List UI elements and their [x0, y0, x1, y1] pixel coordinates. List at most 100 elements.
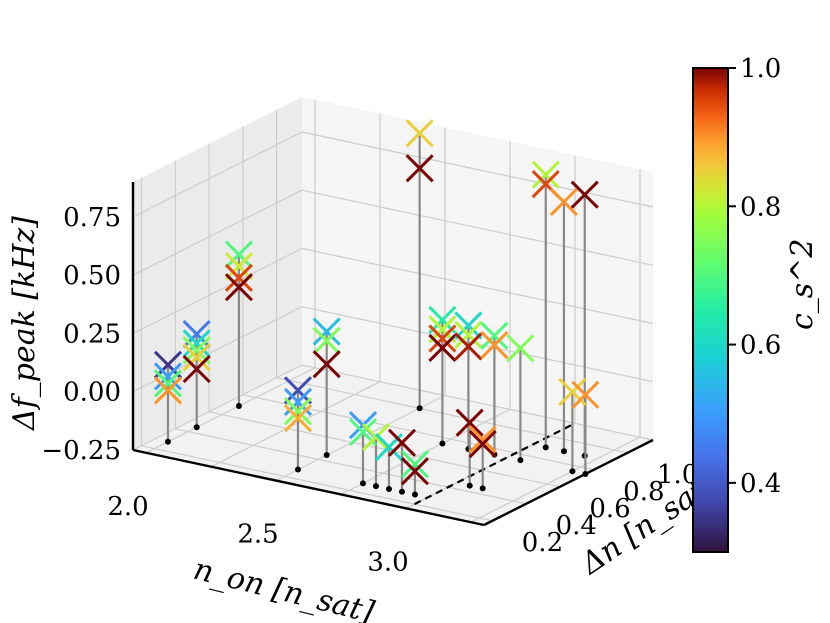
y-tick-label: 0.2: [522, 528, 563, 558]
stem-base-dot: [479, 485, 486, 492]
y-axis-line: [483, 438, 654, 527]
stem-base-dot: [517, 457, 524, 464]
colorbar-tick-label: 1.0: [740, 54, 781, 84]
data-point-marker: [428, 324, 457, 353]
data-point-marker: [387, 428, 417, 457]
data-point-marker: [283, 404, 313, 433]
data-point-marker: [531, 160, 560, 189]
grid-floor-x: [210, 381, 381, 468]
grid-floor-y: [141, 445, 493, 522]
data-point-marker: [283, 376, 313, 405]
grid-left-z: [132, 131, 303, 218]
data-point-marker: [454, 320, 483, 349]
data-point-marker: [312, 350, 341, 379]
data-point-marker: [361, 423, 391, 452]
x-tick-label: 3.0: [367, 547, 408, 577]
tick-labels: 2.0 2.5 3.0 0.20.40.60.81.0 −0.25 0.00 0.25 0.5…: [41, 203, 698, 577]
data-point-marker: [571, 380, 600, 409]
grid-floor-y: [276, 377, 628, 454]
stem-base-dot: [235, 403, 242, 410]
z-tick-label: −0.25: [41, 436, 121, 466]
grid-left-z: [132, 189, 303, 276]
data-point-marker: [182, 329, 211, 358]
back-pane: [302, 97, 653, 440]
data-point-marker: [480, 330, 509, 360]
stem-base-dot: [294, 466, 301, 473]
dashed-reference-line: [414, 422, 576, 506]
data-point-marker: [468, 430, 497, 459]
data-point-marker: [224, 273, 254, 302]
grid-back-z: [301, 364, 654, 441]
stem-base-dot: [542, 444, 549, 451]
grid-left-z: [132, 247, 303, 335]
data-point-marker: [182, 343, 211, 372]
data-point-marker: [570, 180, 599, 209]
stem-base-dot: [398, 488, 405, 495]
y-tick-label: 0.4: [556, 511, 597, 541]
stem-base-dot: [439, 440, 446, 447]
data-point-marker: [224, 240, 254, 269]
data-markers: [153, 119, 600, 486]
x-tick-label: 2.5: [237, 520, 278, 550]
x-tick-label: 2.0: [107, 492, 148, 522]
data-point-marker: [400, 450, 430, 479]
data-point-marker: [405, 119, 434, 148]
data-point-marker: [224, 252, 254, 281]
colorbar-tick-label: 0.8: [740, 192, 781, 222]
stem-base-dot: [569, 468, 576, 475]
y-tick-label: 1.0: [657, 460, 698, 490]
data-point-marker: [454, 332, 483, 361]
data-point-marker: [549, 187, 579, 216]
y-tick-label: 0.6: [589, 494, 630, 524]
data-point-marker: [506, 334, 535, 363]
grid-floor-x: [470, 436, 641, 523]
stem-base-dot: [466, 482, 473, 489]
data-point-marker: [283, 397, 313, 426]
stem-base-dot: [359, 480, 366, 487]
data-point-marker: [400, 457, 430, 486]
stem-base-dot: [193, 424, 200, 431]
data-point-marker: [312, 326, 341, 355]
data-point-marker: [405, 154, 434, 183]
data-point-marker: [480, 321, 509, 350]
stem-base-dot: [385, 485, 392, 492]
data-point-marker: [153, 376, 183, 405]
stem-base-dot: [323, 452, 330, 459]
data-point-marker: [428, 333, 457, 362]
z-axis-label: Δf_peak [kHz]: [7, 216, 42, 431]
z-tick-label: 0.50: [63, 261, 121, 291]
colorbar-tick-label: 0.4: [740, 469, 781, 499]
z-tick-label: 0.25: [63, 319, 121, 349]
grid-left-z: [132, 364, 303, 451]
data-point-marker: [153, 369, 183, 398]
colorbar-ticks: 0.4 0.6 0.8 1.0: [728, 54, 781, 499]
grid-back-z: [301, 189, 654, 266]
z-tick-label: 0.00: [63, 378, 121, 408]
x-axis-label: n_on [n_sat]: [190, 552, 378, 623]
grid-floor-y: [208, 411, 561, 488]
stem-base-dot: [416, 405, 423, 412]
data-point-marker: [153, 362, 183, 391]
stem-base-dot: [560, 448, 567, 455]
colorbar-label: c_s^2: [785, 239, 820, 330]
data-point-marker: [468, 425, 497, 454]
data-point-marker: [182, 354, 211, 384]
grid-back-z: [301, 247, 654, 325]
grid-lines: [132, 99, 654, 523]
data-point-marker: [224, 263, 254, 292]
grid-floor-y: [175, 428, 527, 505]
data-point-marker: [455, 408, 484, 437]
z-tick-label: 0.75: [63, 203, 121, 233]
grid-floor-x: [145, 367, 316, 454]
colorbar: [692, 67, 729, 553]
x-axis-line: [132, 448, 485, 527]
y-tick-label: 0.8: [623, 477, 664, 507]
dashed-line: [414, 422, 576, 506]
data-point-marker: [312, 317, 341, 346]
stem-base-dot: [164, 438, 171, 445]
stem-base-dot: [411, 491, 418, 498]
colorbar-tick-label: 0.6: [740, 331, 781, 361]
data-point-marker: [454, 311, 483, 340]
grid-floor-x: [275, 395, 446, 482]
